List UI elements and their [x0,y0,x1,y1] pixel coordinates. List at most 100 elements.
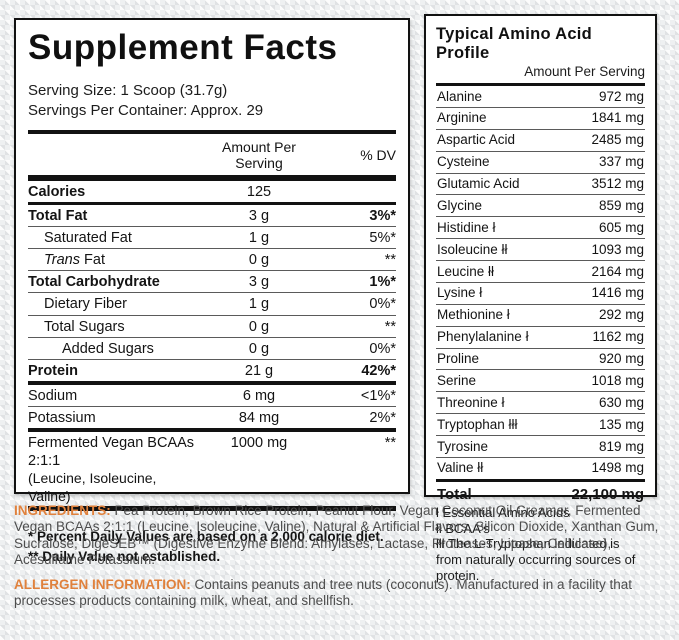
ingredients-label: INGREDIENTS: [14,503,111,518]
amino-amount: 920 mg [598,351,644,366]
amino-amount: 1018 mg [591,372,644,388]
nutrient-dv: 2%* [369,410,396,427]
amino-total-amount: 22,100 mg [571,485,644,503]
nutrient-amount: 21 g [244,362,274,379]
allergen-text: Contains peanuts and tree nuts (coconuts… [14,577,632,609]
footnote: * Percent Daily Values are based on a 2,… [28,529,384,545]
supplement-facts-panel: Supplement Facts Serving Size: 1 Scoop (… [14,18,410,564]
table-row: Cysteine 337 mg [436,152,645,174]
nutrient-amount: 1 g [248,296,270,313]
table-row: Total Sugars 0 g ** [28,316,396,338]
nutrient-label: Calories [28,183,86,200]
nutrient-amount: 0 g [248,318,270,335]
amount-per-serving-header: Amount Per Serving [222,138,296,171]
amino-label: Methionine ł [437,307,510,323]
footnote: ł Essential Amino Acids [436,504,570,520]
supplement-facts-title: Supplement Facts [28,28,338,67]
amino-label: Glutamic Acid [437,176,520,191]
nutrient-amount: 1 g [248,230,270,247]
nutrient-label: Potassium [28,410,96,427]
amino-amount: 2485 mg [591,132,644,148]
nutrient-dv: 3%* [369,207,396,224]
table-row: Fermented Vegan BCAAs 2:1:1 (Leucine, Iso… [28,432,396,512]
amino-amount: 2164 mg [591,263,644,279]
nutrient-amount: 0 g [248,340,270,357]
table-row: Arginine 1841 mg [436,108,645,130]
table-row: Lysine ł 1416 mg [436,283,645,305]
table-row: Valine łł 1498 mg [436,458,645,479]
amino-label: Histidine ł [437,219,496,235]
table-row: Threonine ł 630 mg [436,392,645,415]
amino-label: Tyrosine [437,438,489,454]
amino-amount: 605 mg [598,219,644,235]
amino-amount-header: Amount Per Serving [524,64,645,79]
amino-profile-title: Typical Amino Acid Profile [436,25,593,62]
table-row: Aspartic Acid 2485 mg [436,130,645,152]
amino-amount: 1416 mg [591,285,644,301]
nutrient-label: Dietary Fiber [44,296,127,313]
amino-amount: 337 mg [598,154,644,170]
table-row: Total Fat 3 g 3%* [28,205,396,228]
nutrient-label: Total Fat [28,207,88,224]
amino-label: Arginine [437,110,487,126]
facts-column-headers: Amount Per Serving % DV [28,134,396,175]
table-row: Calories 125 [28,181,396,205]
table-row: Proline 920 mg [436,349,645,371]
nutrient-dv: ** [384,318,396,335]
amino-label: Alanine [437,88,483,104]
nutrient-amount: 3 g [248,207,270,224]
amino-label: Tryptophan łłł [437,416,518,432]
table-row: Total Carbohydrate 3 g 1%* [28,271,396,294]
nutrient-amount: 1000 mg [230,435,288,452]
table-row: Isoleucine łł 1093 mg [436,239,645,261]
amino-amount: 972 mg [598,88,644,104]
nutrient-dv: <1%* [360,387,396,404]
amino-amount: 292 mg [598,307,644,323]
divider [28,129,396,134]
amino-label: Proline [437,351,480,366]
nutrient-amount: 84 mg [238,410,280,427]
ingredients-text: Pea Protein, Brown Rice Protein, Peanut … [14,503,659,568]
facts-footnotes: * Percent Daily Values are based on a 2,… [28,527,396,566]
nutrient-label: Saturated Fat [44,230,132,247]
amino-amount: 1841 mg [591,110,644,126]
nutrient-dv: 1%* [369,274,396,291]
amino-total-row: Total 22,100 mg [436,482,645,505]
nutrient-dv: ** [384,252,396,269]
nutrient-dv: 0%* [369,340,396,357]
table-row: Phenylalanine ł 1162 mg [436,327,645,349]
table-row: Tryptophan łłł 135 mg [436,414,645,436]
nutrient-dv: ** [384,435,396,452]
divider [28,174,396,181]
footnote: łłł The L-Tryptophan indicated is from n… [436,536,636,584]
amino-acid-panel: Typical Amino Acid Profile Amount Per Se… [424,14,657,583]
amino-label: Cysteine [437,154,490,170]
divider [436,478,645,482]
percent-dv-header: % DV [360,146,396,163]
amino-rows: Alanine 972 mg Arginine 1841 mg Aspartic Aci… [436,86,645,479]
nutrient-dv: 42%* [361,362,396,379]
table-row: Methionine ł 292 mg [436,305,645,327]
nutrient-dv: 5%* [369,230,396,247]
allergen-section: ALLERGEN INFORMATION: Contains peanuts a… [14,577,666,610]
nutrient-label: Total Carbohydrate [28,274,160,291]
nutrient-amount: 3 g [248,274,270,291]
divider [436,83,645,86]
amino-label: Serine [437,372,477,388]
amino-label: Phenylalanine ł [437,329,529,345]
amino-total-label: Total [437,485,472,503]
amino-amount: 3512 mg [591,176,644,191]
nutrient-label: Total Sugars [44,318,125,335]
nutrient-amount: 0 g [248,252,270,269]
nutrient-label: Trans Fat [44,252,105,269]
table-row: Protein 21 g 42%* [28,360,396,385]
nutrient-amount: 6 mg [242,387,276,404]
ingredients-section: INGREDIENTS: Pea Protein, Brown Rice Pro… [14,503,666,569]
table-row: Serine 1018 mg [436,370,645,393]
amino-footnotes: ł Essential Amino Acids łł BCAA's łłł The … [436,505,645,584]
servings-per-container: Servings Per Container: Approx. 29 [28,101,264,119]
table-row: Added Sugars 0 g 0%* [28,338,396,360]
nutrient-label: Protein [28,362,78,379]
table-row: Saturated Fat 1 g 5%* [28,227,396,250]
amino-label: Isoleucine łł [437,241,508,257]
